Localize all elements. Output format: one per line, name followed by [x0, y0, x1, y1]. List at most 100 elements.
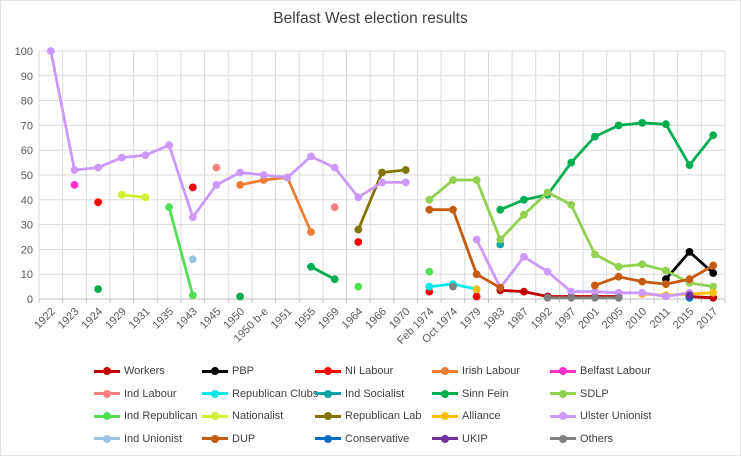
series-point-sinn-fein	[496, 205, 505, 214]
x-tick-label: 1922	[32, 306, 58, 332]
x-tick-label: 2010	[624, 306, 650, 332]
series-point-alliance	[709, 288, 718, 297]
legend-item: DUP	[202, 433, 315, 445]
series-point-sinn-fein	[591, 132, 599, 141]
series-point-sinn-fein	[307, 262, 315, 271]
series-point-dup	[685, 275, 694, 284]
series-point-sinn-fein	[638, 119, 647, 127]
x-tick-label: 2011	[648, 306, 673, 331]
series-point-dup	[449, 205, 457, 214]
legend-label: Ind Socialist	[345, 387, 405, 400]
legend-marker	[550, 414, 576, 418]
x-tick-label: 1959	[316, 306, 342, 332]
series-point-ulster-unionist	[520, 252, 528, 261]
series-point-ulster-unionist	[212, 181, 221, 189]
legend-item: Ind Labour	[94, 388, 202, 400]
x-tick-label: 1935	[150, 306, 176, 332]
legend-label: Republican Lab	[345, 410, 422, 423]
series-point-ulster-unionist	[330, 163, 339, 172]
x-tick-label: 1924	[79, 306, 105, 332]
series-point-ulster-unionist	[591, 287, 599, 296]
series-point-ulster-unionist	[283, 173, 292, 182]
series-point-dup	[425, 205, 434, 214]
x-tick-label: 1979	[458, 306, 484, 332]
legend-label: UKIP	[462, 432, 488, 445]
legend-item: Irish Labour	[432, 365, 550, 377]
series-point-sinn-fein	[520, 195, 528, 204]
x-tick-label: 1951	[269, 306, 295, 332]
legend-marker	[550, 437, 576, 441]
series-point-sdlp	[520, 210, 528, 219]
legend-marker	[202, 437, 228, 441]
legend-marker	[432, 437, 458, 441]
x-tick-label: 1966	[363, 306, 389, 332]
series-point-dup	[472, 270, 481, 279]
legend-item: SDLP	[550, 388, 710, 400]
y-tick-label: 10	[21, 269, 33, 281]
x-tick-label: 1931	[127, 306, 153, 332]
legend-label: Ulster Unionist	[580, 410, 652, 423]
y-tick-label: 90	[21, 71, 33, 83]
x-tick-label: 1987	[505, 306, 531, 332]
series-point-irish-labour	[307, 228, 315, 236]
series-point-dup	[614, 272, 623, 281]
series-point-ulster-unionist	[567, 287, 576, 296]
legend-label: Others	[580, 432, 614, 445]
legend-label: NI Labour	[345, 365, 394, 378]
series-point-dup	[662, 280, 670, 288]
series-point-others	[567, 293, 576, 302]
series-point-ulster-unionist	[543, 267, 552, 276]
y-tick-label: 40	[21, 195, 33, 207]
series-point-pbp	[709, 269, 718, 277]
series-point-sdlp	[591, 250, 599, 259]
series-point-sdlp	[709, 282, 718, 291]
legend-label: Conservative	[345, 432, 410, 445]
legend-marker	[202, 392, 228, 396]
series-point-dup	[591, 281, 599, 290]
series-point-ind-labour	[212, 163, 221, 172]
series-point-sinn-fein	[94, 285, 102, 293]
series-line-dup	[593, 264, 715, 287]
series-point-pbp	[685, 248, 694, 256]
series-point-ni-labour	[472, 292, 481, 301]
series-point-ulster-unionist	[188, 213, 197, 222]
legend-label: Republican Clubs	[232, 387, 319, 400]
series-point-ind-republican	[188, 291, 197, 300]
x-tick-label: 1943	[174, 306, 200, 332]
series-point-sinn-fein	[236, 292, 245, 301]
x-tick-label: 1955	[292, 306, 318, 332]
series-point-ni-labour	[94, 198, 102, 207]
series-point-ind-unionist	[188, 255, 197, 264]
legend-marker	[94, 414, 120, 418]
y-tick-label: 60	[21, 145, 33, 157]
series-point-sinn-fein	[685, 161, 694, 170]
series-point-others	[449, 282, 457, 291]
legend-marker	[550, 392, 576, 396]
series-point-others	[614, 293, 623, 302]
chart-title: Belfast West election results	[273, 10, 468, 27]
series-point-sinn-fein	[330, 275, 339, 284]
legend-label: PBP	[232, 365, 255, 378]
x-tick-label: 1964	[340, 306, 366, 332]
series-point-workers	[520, 287, 528, 296]
series-point-ulster-unionist	[94, 163, 102, 172]
series-line-sdlp	[427, 178, 715, 289]
legend-label: SDLP	[580, 387, 609, 400]
series-point-sdlp	[662, 266, 670, 275]
x-tick-label: 1923	[56, 306, 82, 332]
legend-item: UKIP	[432, 433, 550, 445]
y-tick-label: 30	[21, 220, 33, 232]
chart-legend: Workers PBP NI Labour Irish Labour Belfast L…	[94, 360, 710, 450]
series-line-irish-labour	[238, 176, 313, 234]
legend-item: Sinn Fein	[432, 388, 550, 400]
legend-label: Nationalist	[232, 410, 284, 423]
legend-marker	[202, 369, 228, 373]
x-tick-label: 1945	[198, 306, 224, 332]
legend-item: Alliance	[432, 410, 550, 422]
series-point-belfast-labour	[70, 181, 79, 189]
series-point-ind-republican	[425, 267, 434, 276]
legend-marker	[94, 392, 120, 396]
series-point-nationalist	[117, 190, 126, 199]
series-point-nationalist	[141, 193, 150, 202]
